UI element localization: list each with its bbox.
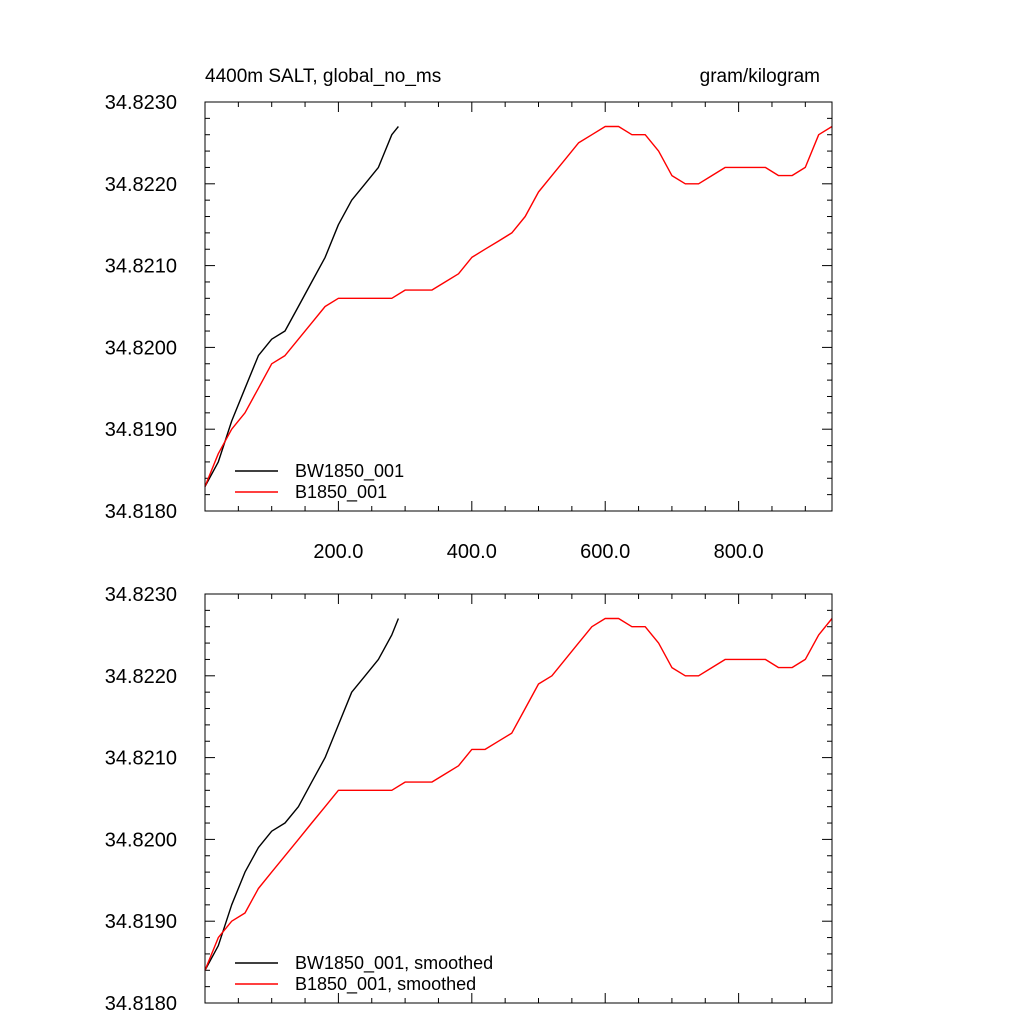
legend-label: BW1850_001, smoothed <box>295 953 493 974</box>
tick-labels: 34.8180 34.8190 34.8200 34.8210 34.8220 34.82… <box>105 584 177 1015</box>
y-tick-label: 34.8190 <box>105 419 177 441</box>
series-line-1 <box>204 617 833 971</box>
series-lines <box>204 125 833 487</box>
y-tick-label: 34.8200 <box>105 829 177 851</box>
series-line-1 <box>204 125 833 487</box>
x-tick-label: 600.0 <box>580 541 630 563</box>
bottom-panel: 34.8180 34.8190 34.8200 34.8210 34.8220 34.82… <box>105 584 833 1015</box>
y-tick-label: 34.8230 <box>105 92 177 114</box>
chart-title-right: gram/kilogram <box>700 66 820 87</box>
y-tick-label: 34.8210 <box>105 748 177 770</box>
x-tick-label: 400.0 <box>447 541 497 563</box>
y-tick-label: 34.8220 <box>105 174 177 196</box>
tick-labels: 34.8180 34.8190 34.8200 34.8210 34.8220 34.82… <box>105 92 764 563</box>
tick-marks <box>204 593 832 1004</box>
series-lines <box>204 617 833 971</box>
x-tick-label: 800.0 <box>714 541 764 563</box>
y-tick-label: 34.8210 <box>105 256 177 278</box>
plot-frame <box>204 101 833 512</box>
x-tick-label: 200.0 <box>313 541 363 563</box>
chart-title-left: 4400m SALT, global_no_ms <box>205 66 441 87</box>
legend-label: BW1850_001 <box>295 461 404 482</box>
y-tick-label: 34.8200 <box>105 337 177 359</box>
top-panel: 4400m SALT, global_no_ms gram/kilogram 3… <box>105 66 833 563</box>
y-tick-label: 34.8230 <box>105 584 177 606</box>
plot-frame <box>204 593 833 1004</box>
legend-label: B1850_001, smoothed <box>295 974 476 995</box>
y-tick-label: 34.8190 <box>105 911 177 933</box>
y-tick-label: 34.8220 <box>105 666 177 688</box>
legend-label: B1850_001 <box>295 482 387 503</box>
series-line-0 <box>204 618 400 971</box>
y-tick-label: 34.8180 <box>105 993 177 1015</box>
y-tick-label: 34.8180 <box>105 501 177 523</box>
tick-marks <box>204 101 832 512</box>
series-line-0 <box>204 126 399 487</box>
